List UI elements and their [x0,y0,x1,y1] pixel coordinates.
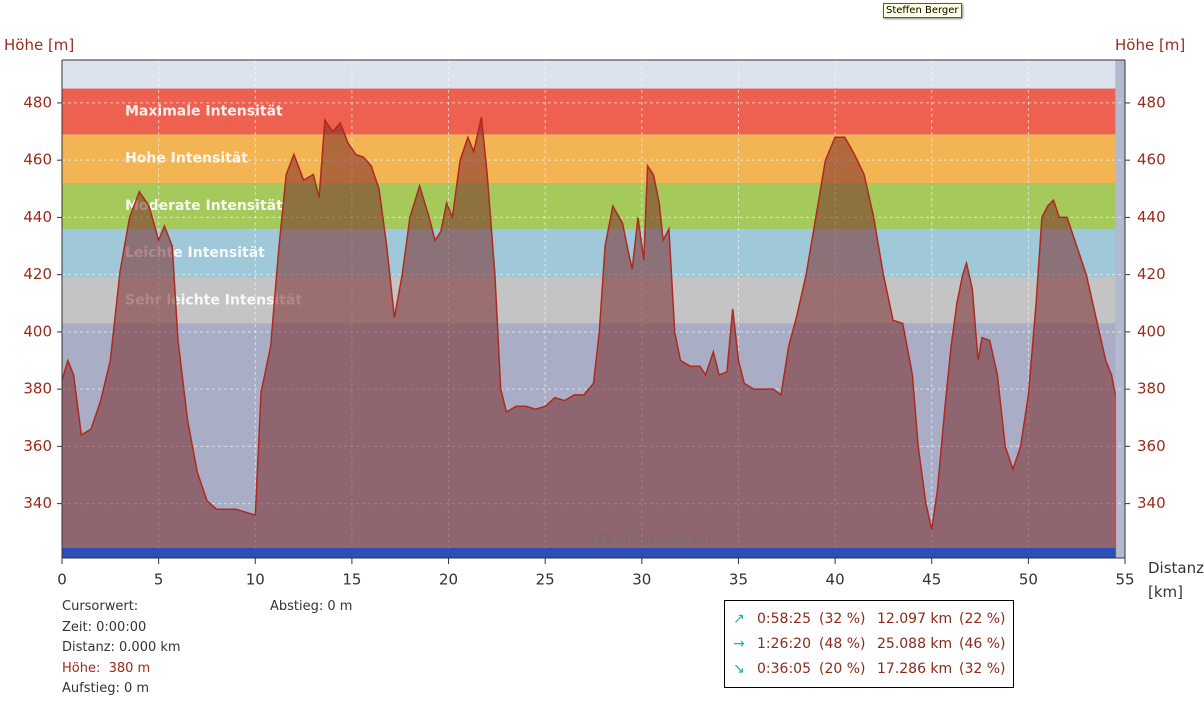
zone-band [62,183,1116,229]
area-line [61,117,1117,530]
y2-tick-label: 380 [1137,380,1166,398]
down-icon: ↘ [733,661,745,677]
summary-cell: (32 %) [819,611,866,627]
x-tick-label: 45 [922,571,941,589]
flat-icon: → [733,636,745,652]
x-tick-label: 50 [1019,571,1038,589]
up-icon: ↗ [733,611,745,627]
x-tick-label: 30 [632,571,651,589]
summary-cell: (20 %) [819,661,866,677]
x-tick-label: 10 [246,571,265,589]
y2-tick-label: 400 [1137,322,1166,340]
plot-right-strip [1115,60,1125,558]
zone-label: Hohe Intensität [125,151,248,167]
y-tick-label: 380 [23,380,52,398]
y-tick-label: 480 [23,93,52,111]
summary-cell: 0:58:25 [757,611,811,627]
cursor-distance: Distanz: 0.000 km [62,640,181,655]
y-tick-label: 420 [23,265,52,283]
y2-tick-label: 460 [1137,151,1166,169]
x-tick-label: 35 [729,571,748,589]
summary-cell: (22 %) [959,611,1006,627]
x-tick-label: 15 [342,571,361,589]
y2-axis-label: Höhe [m] [1115,36,1186,54]
summary-cell: (32 %) [959,661,1006,677]
summary-cell: 1:26:20 [757,636,811,652]
cursor-height: Höhe: 380 m [62,661,151,676]
x-tick-label: 0 [57,571,67,589]
x-tick-label: 25 [536,571,555,589]
x-tick-label: 40 [826,571,845,589]
y2-tick-label: 340 [1137,494,1166,512]
x-axis-label: Distanz [km] [1148,559,1204,601]
zone-band [62,134,1116,184]
cursor-ascent: Aufstieg: 0 m [62,681,150,696]
y-tick-label: 460 [23,151,52,169]
y2-tick-label: 360 [1137,437,1166,455]
y-tick-label: 360 [23,437,52,455]
zone-band [62,88,1116,135]
y-tick-label: 440 [23,208,52,226]
zone-label: Maximale Intensität [125,104,283,120]
zone-band [62,228,1116,278]
y-tick-label: 340 [23,494,52,512]
x-tick-label: 55 [1115,571,1134,589]
zone-band [62,277,1116,324]
summary-cell: (48 %) [819,636,866,652]
status-label: 145 S/min 54.5 km [588,533,712,548]
cursor-descent: Abstieg: 0 m [270,599,353,614]
y2-tick-label: 420 [1137,265,1166,283]
y2-tick-label: 480 [1137,93,1166,111]
status-bar [62,548,1116,558]
summary-cell: 25.088 km [877,636,953,652]
y-tick-label: 400 [23,322,52,340]
tooltip: Steffen Berger [883,3,962,18]
y2-tick-label: 440 [1137,208,1166,226]
area-fill [62,117,1116,558]
cursor-time: Zeit: 0:00:00 [62,620,147,635]
plot-top-band [62,60,1116,89]
x-tick-label: 5 [154,571,164,589]
summary-cell: 17.286 km [877,661,953,677]
summary-cell: 12.097 km [877,611,953,627]
cursor-title: Cursorwert: [62,599,139,614]
summary-cell: (46 %) [959,636,1006,652]
summary-cell: 0:36:05 [757,661,811,677]
y-axis-label: Höhe [m] [4,36,75,54]
x-tick-label: 20 [439,571,458,589]
summary-box: ↗ → ↘ 0:58:25 (32 %) 12.097 km (22 %) 1:26:2… [724,600,1014,688]
zone-label: Moderate Intensität [125,198,283,214]
